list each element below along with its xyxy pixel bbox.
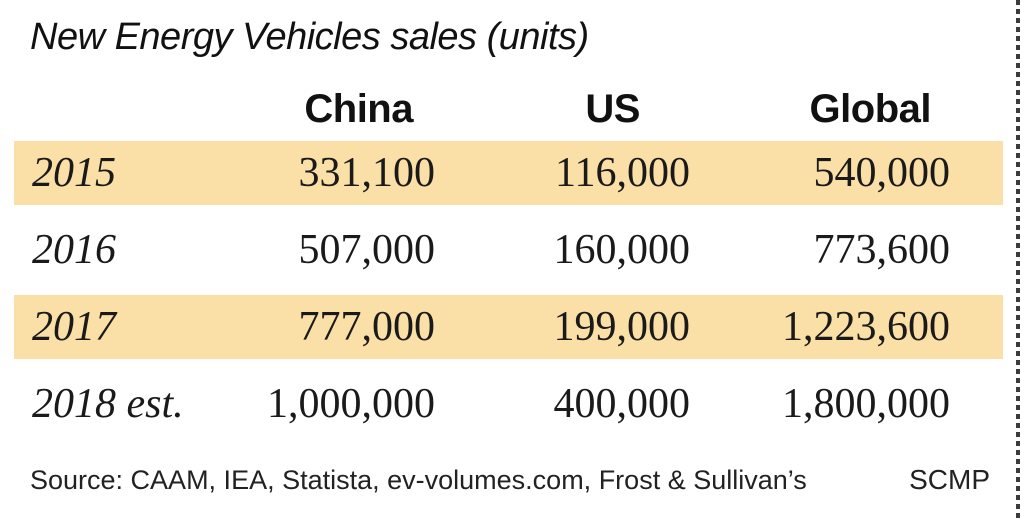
- global-value: 1,800,000: [782, 381, 950, 427]
- global-value: 1,223,600: [782, 304, 950, 350]
- table-row-2016: 2016 507,000 160,000 773,600: [14, 218, 1003, 282]
- source-bar: Source: CAAM, IEA, Statista, ev-volumes.…: [30, 464, 990, 496]
- global-value: 773,600: [813, 227, 951, 273]
- year-label: 2017: [32, 304, 116, 350]
- us-value: 199,000: [553, 304, 691, 350]
- table-row-2015: 2015 331,100 116,000 540,000: [14, 141, 1003, 205]
- china-value: 777,000: [298, 304, 436, 350]
- china-value: 1,000,000: [267, 381, 435, 427]
- china-value: 507,000: [298, 227, 436, 273]
- column-header-global: Global: [809, 86, 932, 131]
- table-row-2018-est: 2018 est. 1,000,000 400,000 1,800,000: [14, 372, 1003, 436]
- us-value: 400,000: [553, 381, 691, 427]
- sales-table: China US Global 2015 331,100 116,000 540…: [14, 84, 1003, 449]
- table-row-2017: 2017 777,000 199,000 1,223,600: [14, 295, 1003, 359]
- global-value: 540,000: [813, 150, 951, 196]
- us-value: 116,000: [555, 150, 690, 196]
- year-label: 2016: [32, 227, 116, 273]
- table-header-row: China US Global: [14, 84, 1003, 134]
- china-value: 331,100: [298, 150, 436, 196]
- chart-title: New Energy Vehicles sales (units): [30, 16, 589, 58]
- column-header-us: US: [585, 86, 640, 131]
- dotted-tear-edge: [1016, 0, 1020, 522]
- source-text: Source: CAAM, IEA, Statista, ev-volumes.…: [30, 465, 807, 495]
- us-value: 160,000: [553, 227, 691, 273]
- year-label: 2015: [32, 150, 116, 196]
- year-label: 2018 est.: [32, 381, 184, 427]
- column-header-china: China: [304, 86, 413, 131]
- credit-text: SCMP: [909, 464, 990, 495]
